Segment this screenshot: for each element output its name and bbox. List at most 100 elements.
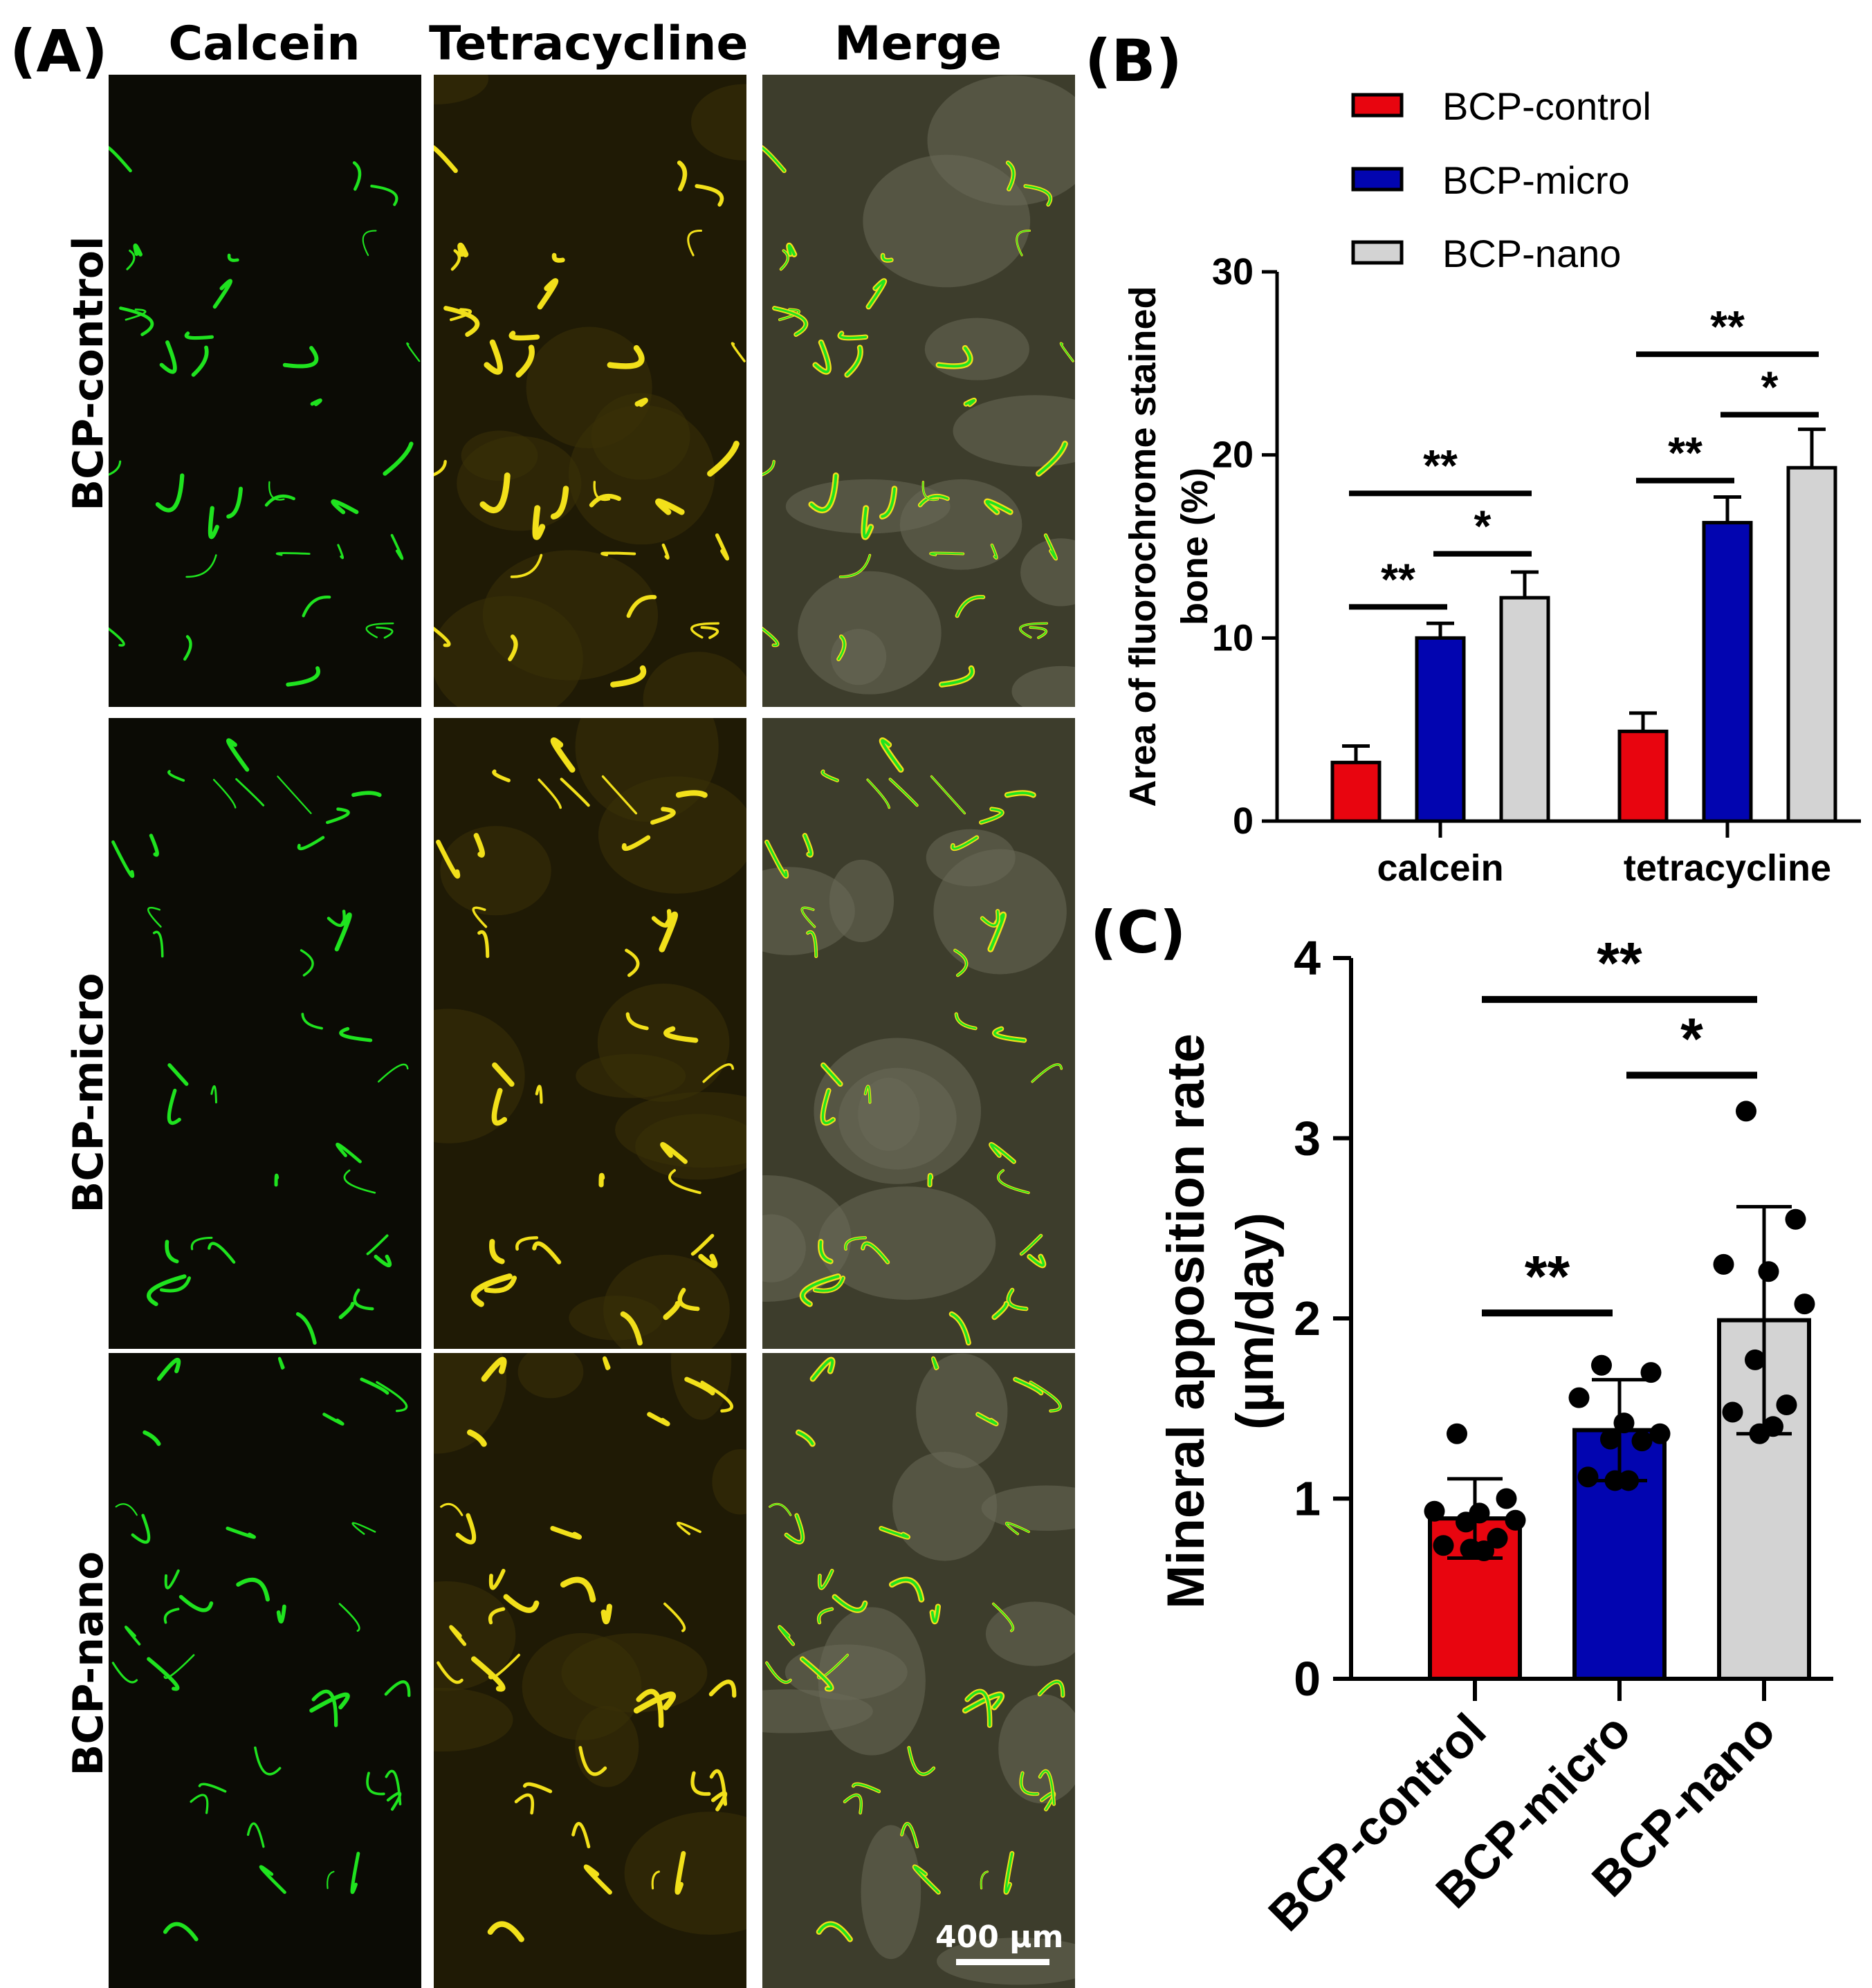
calcein-label — [276, 1604, 286, 1623]
tetracycline-label — [450, 308, 472, 322]
tetracycline-label — [610, 665, 647, 688]
calcein-label — [845, 1237, 866, 1250]
tetracycline-label — [455, 1513, 477, 1545]
calcein-label — [809, 474, 838, 512]
calcein-label — [326, 807, 350, 825]
calcein-label — [1004, 1852, 1013, 1894]
tetracycline-label — [515, 344, 535, 378]
y-axis-label: Mineral apposition rate — [1157, 1033, 1215, 1609]
tissue-region — [863, 154, 1031, 288]
data-point — [1749, 1423, 1770, 1444]
tetracycline-label — [651, 909, 672, 928]
calcein-label — [766, 1662, 791, 1684]
calcein-label — [109, 627, 125, 647]
tetracycline-label — [589, 493, 621, 508]
calcein-label — [913, 1866, 940, 1894]
micrograph-background — [109, 1353, 421, 1988]
tetracycline-label — [479, 472, 511, 514]
calcein-label — [310, 398, 322, 407]
tetracycline-label — [675, 790, 708, 798]
calcein-label — [769, 1503, 791, 1516]
y-tick-label: 4 — [1294, 931, 1321, 985]
calcein-label — [353, 1288, 374, 1311]
calcein-label — [1014, 1378, 1043, 1395]
tetracycline-label — [487, 1921, 524, 1942]
tetracycline-label — [571, 1821, 591, 1849]
scale-bar-label: 400 µm — [935, 1920, 1064, 1955]
tetracycline-label — [503, 1594, 540, 1613]
calcein-label — [993, 1302, 1008, 1318]
tetracycline-label — [550, 486, 569, 519]
calcein-label — [762, 461, 775, 476]
calcein-label — [124, 1626, 141, 1646]
calcein-label — [327, 910, 346, 927]
tetracycline-label — [538, 778, 562, 809]
tetracycline-label — [477, 930, 490, 959]
calcein-label — [331, 499, 359, 515]
tetracycline-label — [514, 1793, 535, 1815]
tetracycline-label — [650, 807, 676, 825]
calcein-label — [817, 1654, 848, 1679]
calcein-label — [147, 1274, 187, 1307]
calcein-label — [964, 1693, 1003, 1712]
bar — [1617, 729, 1669, 823]
calcein-label — [821, 1089, 834, 1125]
data-point — [1577, 1466, 1599, 1488]
calcein-label — [837, 635, 845, 661]
calcein-label — [155, 473, 185, 513]
significance-label: ** — [1381, 554, 1415, 604]
calcein-label — [867, 779, 890, 809]
significance-label: * — [1761, 362, 1779, 412]
tetracycline-label — [700, 1380, 733, 1413]
micrograph-bcp-control-calcein — [109, 75, 421, 707]
significance-label: * — [1474, 501, 1492, 551]
calcein-label — [212, 279, 232, 309]
calcein-label — [383, 441, 414, 476]
calcein-label — [301, 1013, 323, 1030]
calcein-label — [1020, 1235, 1042, 1255]
tissue-region — [762, 1175, 852, 1302]
tissue-region — [434, 1688, 513, 1752]
calcein-label — [1038, 1680, 1064, 1697]
data-point — [1505, 1509, 1526, 1531]
calcein-label — [159, 340, 177, 374]
tissue-region — [981, 1485, 1075, 1531]
calcein-label — [919, 495, 949, 506]
calcein-label — [227, 253, 239, 262]
calcein-label — [765, 840, 788, 878]
tissue-region — [517, 1353, 584, 1399]
y-tick-label: 30 — [1212, 251, 1254, 293]
calcein-label — [327, 1870, 335, 1889]
y-tick-label: 0 — [1233, 800, 1254, 842]
tissue-region — [892, 1451, 998, 1561]
data-point — [1447, 1423, 1467, 1444]
tetracycline-label — [537, 278, 559, 310]
calcein-label — [198, 1783, 227, 1793]
calcein-label — [762, 627, 779, 647]
calcein-label — [998, 1170, 1029, 1194]
tetracycline-label — [434, 459, 447, 477]
calcein-label — [980, 1871, 989, 1889]
calcein-label — [862, 506, 872, 539]
calcein-label — [845, 346, 862, 376]
tetracycline-label — [484, 339, 503, 375]
calcein-label — [838, 332, 868, 340]
calcein-label — [226, 486, 243, 519]
calcein-label — [208, 1242, 236, 1264]
calcein-label — [881, 487, 896, 518]
calcein-label — [950, 1312, 970, 1345]
calcein-label — [274, 1173, 279, 1187]
calcein-label — [111, 1662, 138, 1684]
bar — [1702, 521, 1753, 823]
calcein-label — [818, 1608, 833, 1623]
tetracycline-label — [636, 1688, 664, 1729]
tetracycline-label — [684, 1377, 715, 1396]
tetracycline-label — [578, 1746, 607, 1776]
calcein-label — [867, 279, 885, 309]
calcein-label — [1028, 1255, 1045, 1267]
tetracycline-label — [655, 498, 685, 515]
calcein-label — [817, 1922, 852, 1941]
calcein-label — [889, 778, 918, 807]
calcein-label — [185, 554, 217, 578]
calcein-label — [351, 1522, 376, 1535]
